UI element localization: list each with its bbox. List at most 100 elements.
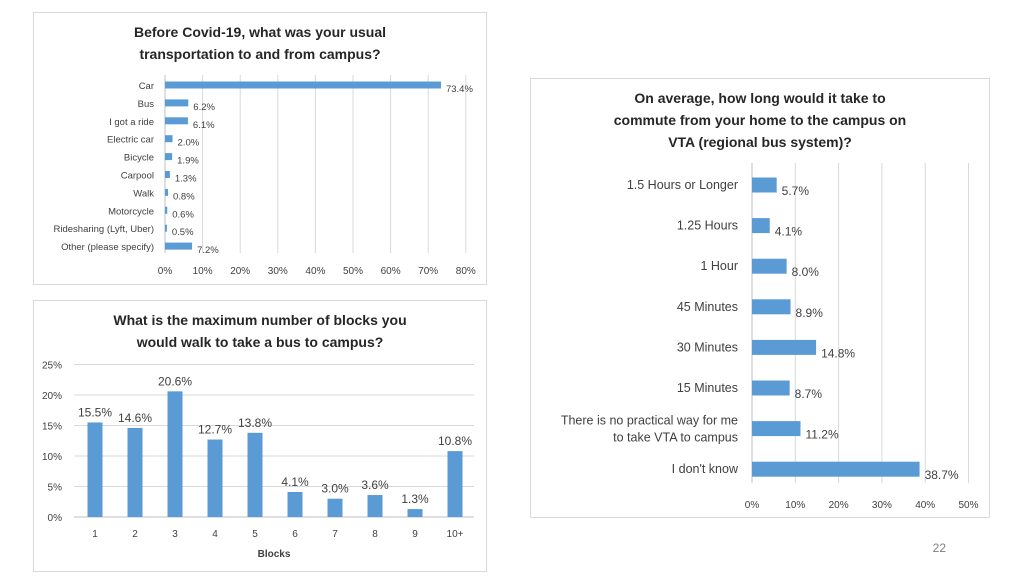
x-tick-label: 50% (343, 266, 363, 277)
data-label: 6.1% (193, 120, 215, 131)
bar (165, 153, 173, 161)
bar (327, 498, 343, 517)
x-tick-label: 1 (92, 529, 98, 540)
walk-blocks-chart-panel: What is the maximum number of blocks you… (33, 300, 487, 572)
bar (247, 432, 263, 517)
x-tick-label: 0% (158, 266, 173, 277)
bar (165, 99, 189, 107)
x-tick-label: 30% (268, 266, 288, 277)
x-tick-label: 40% (915, 500, 935, 511)
data-label: 0.8% (173, 191, 195, 202)
bar (752, 299, 791, 315)
x-tick-label: 6 (292, 529, 298, 540)
category-label: Other (please specify) (61, 242, 154, 253)
data-label: 73.4% (446, 84, 473, 95)
bar (287, 491, 303, 517)
bar (447, 451, 463, 517)
bar (752, 218, 770, 234)
x-tick-label: 5 (252, 529, 258, 540)
category-label: 1.25 Hours (677, 219, 738, 233)
x-tick-label: 60% (381, 266, 401, 277)
data-label: 1.3% (175, 174, 197, 185)
walk-blocks-chart: 0% 5% 10% 15% 20% 25% 15.5% 1 14.6% 2 20.6% 3 12.7% 4… (42, 361, 474, 560)
data-label: 8.7% (795, 387, 823, 401)
x-tick-label: 30% (872, 500, 892, 511)
chart-title: Before Covid-19, what was your usual tra… (133, 24, 387, 62)
category-label: Bus (138, 99, 155, 110)
data-label: 10.8% (438, 434, 472, 448)
data-label: 13.8% (238, 416, 272, 430)
x-tick-label: 2 (132, 529, 138, 540)
bar (752, 421, 801, 437)
page-number: 22 (932, 541, 946, 555)
category-label: Carpool (121, 171, 154, 182)
y-tick-label: 20% (42, 391, 62, 402)
bar (165, 188, 169, 196)
chart-title: What is the maximum number of blocks you… (113, 312, 407, 350)
category-label: 15 Minutes (677, 381, 738, 395)
y-tick-label: 25% (42, 361, 62, 372)
category-label: Electric car (107, 135, 154, 146)
data-label: 3.6% (361, 478, 389, 492)
x-tick-label: 20% (230, 266, 250, 277)
bar (165, 117, 188, 125)
x-tick-label: 8 (372, 529, 378, 540)
data-label: 8.0% (792, 265, 820, 279)
y-tick-label: 15% (42, 422, 62, 433)
x-tick-label: 10+ (447, 529, 464, 540)
bar (165, 81, 441, 89)
data-label: 2.0% (178, 138, 200, 149)
category-label: I got a ride (109, 117, 154, 128)
data-label: 3.0% (321, 482, 349, 496)
x-tick-label: 10% (193, 266, 213, 277)
data-label: 6.2% (193, 102, 215, 113)
category-label: Motorcycle (108, 206, 154, 217)
category-label: There is no practical way for me to take … (561, 414, 738, 445)
x-tick-label: 20% (829, 500, 849, 511)
x-tick-label: 3 (172, 529, 178, 540)
x-tick-label: 7 (332, 529, 338, 540)
x-tick-label: 80% (456, 266, 476, 277)
data-label: 14.6% (118, 411, 152, 425)
x-tick-label: 0% (745, 500, 760, 511)
y-tick-label: 5% (48, 483, 63, 494)
data-label: 5.7% (782, 184, 810, 198)
transport-mode-chart-panel: Before Covid-19, what was your usual tra… (33, 12, 487, 285)
bar (407, 509, 423, 517)
category-label: 1 Hour (700, 259, 738, 273)
bar (165, 171, 170, 178)
bar (752, 380, 790, 396)
vta-commute-chart: 0% 10% 20% 30% 40% 50% 1.5 Hours or Longer 5.7%… (561, 163, 979, 511)
bar (165, 242, 193, 250)
bar (752, 177, 777, 193)
category-label: 30 Minutes (677, 340, 738, 354)
category-label: 45 Minutes (677, 300, 738, 314)
y-tick-label: 0% (48, 513, 63, 524)
bar (752, 339, 817, 355)
category-label: I don't know (672, 462, 739, 476)
data-label: 1.9% (177, 156, 199, 167)
x-tick-label: 50% (958, 500, 978, 511)
category-label: 1.5 Hours or Longer (627, 178, 738, 192)
data-label: 11.2% (805, 428, 838, 442)
bar (752, 461, 920, 477)
data-label: 1.3% (401, 492, 429, 506)
x-tick-label: 70% (418, 266, 438, 277)
data-label: 20.6% (158, 374, 192, 388)
category-label: Walk (133, 188, 154, 199)
bar (367, 495, 383, 517)
data-label: 4.1% (281, 475, 309, 489)
x-tick-label: 40% (305, 266, 325, 277)
category-label: Bicycle (124, 153, 154, 164)
bar (207, 439, 223, 517)
x-axis-title: Blocks (258, 549, 291, 560)
vta-commute-chart-panel: On average, how long would it take to co… (530, 78, 990, 518)
bar (165, 135, 173, 143)
data-label: 15.5% (78, 405, 112, 419)
data-label: 0.5% (172, 227, 194, 238)
chart-title: On average, how long would it take to co… (613, 90, 907, 150)
bar (87, 422, 103, 517)
data-label: 0.6% (172, 209, 194, 220)
bar (167, 391, 183, 517)
x-tick-label: 4 (212, 529, 218, 540)
